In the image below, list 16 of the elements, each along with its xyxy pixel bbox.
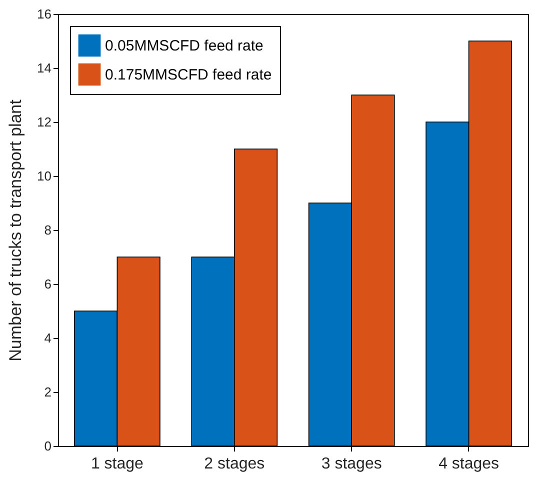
y-tick-label: 6 xyxy=(44,276,52,292)
y-tick-label: 4 xyxy=(44,330,52,346)
y-tick-label: 0 xyxy=(44,438,52,454)
y-tick-label: 8 xyxy=(44,222,52,238)
legend-label: 0.05MMSCFD feed rate xyxy=(105,38,264,54)
y-axis-title: Number of trucks to transport plant xyxy=(6,99,26,362)
legend-label: 0.175MMSCFD feed rate xyxy=(105,66,272,84)
y-tick-label: 12 xyxy=(37,114,52,130)
y-tick-label: 10 xyxy=(37,168,52,184)
x-tick-label: 2 stages xyxy=(204,456,265,472)
x-tick-label: 4 stages xyxy=(438,456,500,472)
x-tick-label: 3 stages xyxy=(321,456,382,472)
y-tick-label: 2 xyxy=(44,384,52,400)
y-tick-label: 16 xyxy=(37,6,52,22)
x-tick-label: 1 stage xyxy=(90,456,144,472)
y-tick-label: 14 xyxy=(37,60,52,76)
